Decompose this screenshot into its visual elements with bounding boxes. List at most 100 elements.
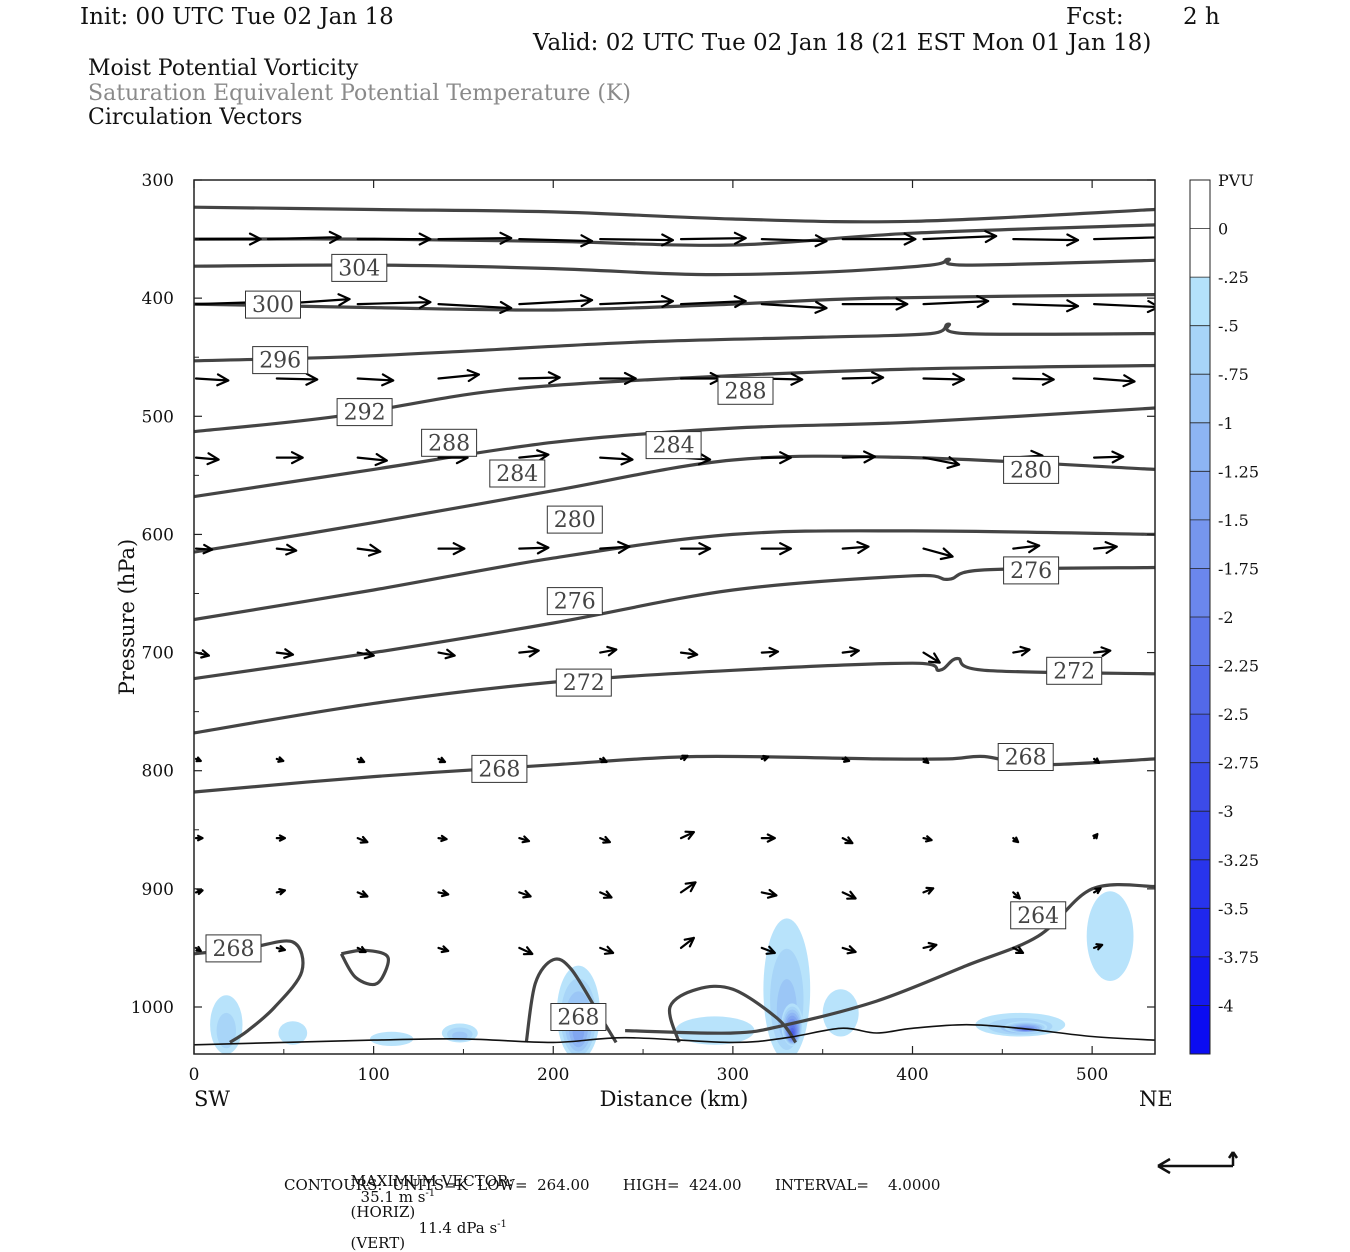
circulation-vector: [1093, 943, 1104, 951]
field-title-pv: Moist Potential Vorticity: [88, 56, 359, 81]
colorbar-label: -2.5: [1218, 705, 1249, 724]
circulation-vector: [599, 371, 637, 385]
circulation-vector: [356, 890, 369, 898]
contour-label: 268: [557, 1006, 599, 1031]
colorbar-segment: [1190, 956, 1210, 1006]
contour-label-box: [331, 253, 388, 282]
x-tick-label: 0: [189, 1065, 200, 1085]
pv-patch: [278, 1021, 308, 1045]
circulation-vector: [437, 300, 513, 314]
circulation-vector: [922, 651, 941, 664]
isentrope-line: [339, 948, 390, 987]
circulation-vector: [194, 452, 220, 466]
valid-time: Valid: 02 UTC Tue 02 Jan 18 (21 EST Mon …: [533, 30, 1152, 56]
circulation-vector: [679, 936, 695, 949]
colorbar-segment: [1190, 374, 1210, 424]
x-tick-label: 500: [1076, 1065, 1108, 1085]
circulation-vector: [1093, 300, 1155, 314]
max-vector-line: MAXIMUM VECTOR: 35.1 m s-1 (HORIZ) 11.4 …: [341, 1159, 514, 1252]
colorbar-segment: [1190, 180, 1210, 230]
contour-label-box: [1046, 656, 1103, 685]
circulation-vector: [841, 450, 877, 464]
circulation-vector: [1093, 887, 1102, 895]
colorbar-label: -.5: [1218, 317, 1239, 336]
circulation-vector: [679, 371, 723, 385]
contour-label: 288: [428, 431, 470, 456]
circulation-vector: [194, 649, 210, 659]
contour-label-box: [205, 934, 262, 963]
circulation-vector: [679, 295, 747, 309]
contour-label-box: [1010, 901, 1067, 930]
contour-label: 304: [338, 256, 380, 281]
circulation-vector: [194, 834, 204, 842]
contour-label-box: [421, 428, 478, 457]
contour-label-box: [997, 743, 1054, 771]
circulation-vector: [356, 835, 369, 844]
circulation-vector: [275, 888, 286, 896]
isentrope-line: [194, 656, 1155, 735]
pv-patch: [452, 1031, 468, 1040]
y-tick-label: 1000: [131, 998, 174, 1018]
max-vector-vert: 11.4 dPa s: [418, 1219, 498, 1237]
x-tick-label: 200: [537, 1065, 569, 1085]
contour-label-box: [252, 346, 309, 375]
circulation-vector: [437, 369, 480, 383]
circulation-vector: [1012, 645, 1031, 657]
contour-label: 276: [1010, 559, 1052, 584]
circulation-vector: [1012, 946, 1025, 954]
circulation-vector: [356, 295, 432, 309]
circulation-vector: [760, 945, 776, 955]
circulation-vector: [1012, 836, 1020, 844]
circulation-vector: [1093, 757, 1101, 764]
ground-surface: [194, 1023, 1155, 1046]
circulation-vector: [518, 946, 534, 956]
colorbar-label: -2.25: [1218, 657, 1259, 676]
x-tick-label: 100: [357, 1065, 389, 1085]
circulation-vector: [760, 451, 792, 465]
circulation-vector: [760, 542, 792, 556]
contour-label: 284: [496, 462, 538, 487]
circulation-vector: [275, 451, 304, 465]
contour-label: 268: [1005, 746, 1047, 771]
contour-label: 280: [1010, 458, 1052, 483]
circulation-vector: [922, 295, 990, 309]
axes: 300 400 500 600 700 800 900 1000 0 100 200 300 400 50…: [131, 171, 1155, 1085]
vert-exponent: -1: [497, 1219, 507, 1230]
circulation-vector: [437, 648, 456, 660]
circulation-vector: [922, 456, 961, 469]
forecast-label: Fcst:: [1066, 4, 1124, 30]
colorbar-label: -.75: [1218, 365, 1249, 384]
isentrope-line: [194, 454, 1155, 554]
contour-label-box: [471, 754, 528, 783]
colorbar-segment: [1190, 568, 1210, 618]
circulation-vector: [356, 946, 367, 954]
forecast-hour: 2 h: [1183, 4, 1220, 30]
circulation-vector: [922, 941, 938, 952]
circulation-vector: [275, 372, 319, 386]
colorbar-segment: [1190, 714, 1210, 764]
contour-label-box: [645, 431, 702, 460]
contour-label-box: [1003, 556, 1060, 585]
colorbar-label: -3.25: [1218, 851, 1259, 870]
x-tick-label: 300: [717, 1065, 749, 1085]
colorbar-label: -3: [1218, 802, 1234, 821]
circulation-vector: [922, 886, 935, 895]
circulation-vector: [922, 757, 930, 764]
circulation-vector: [599, 645, 618, 657]
colorbar-segment: [1190, 519, 1210, 569]
colorbar-label: -.25: [1218, 268, 1249, 287]
circulation-vector: [599, 945, 615, 955]
pv-patch: [216, 1012, 236, 1049]
contour-label-box: [245, 290, 301, 319]
contour-label-box: [546, 587, 603, 616]
circulation-vector: [356, 232, 432, 246]
circulation-vector: [356, 453, 388, 467]
vert-tag: (VERT): [350, 1234, 406, 1252]
circulation-vector: [356, 756, 366, 764]
colorbar-label: -2: [1218, 608, 1234, 627]
circulation-vector: [266, 230, 342, 244]
isentrope-line: [194, 565, 1155, 681]
contour-label: 284: [653, 434, 695, 459]
colorbar-segment: [1190, 471, 1210, 521]
circulation-vector: [922, 230, 998, 244]
